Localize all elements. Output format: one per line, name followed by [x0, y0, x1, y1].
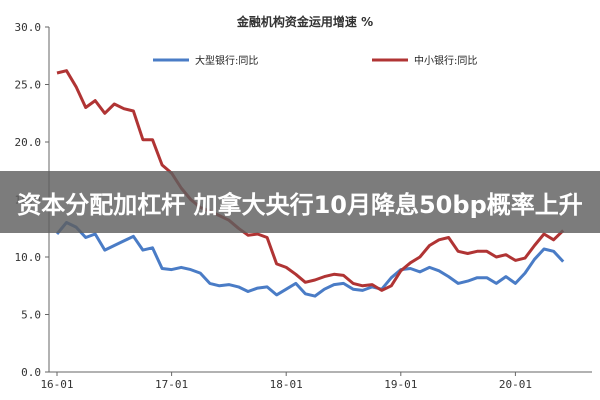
series-line-2 — [56, 69, 565, 292]
y-tick-label: 5.0 — [21, 309, 41, 322]
x-tick-label: 17-01 — [155, 378, 188, 391]
chart-title: 金融机构资金运用增速 % — [236, 14, 373, 29]
x-tick-label: 18-01 — [270, 378, 303, 391]
headline-text: 资本分配加杠杆 加拿大央行10月降息50bp概率上升 — [17, 190, 583, 219]
y-tick-label: 10.0 — [15, 251, 42, 264]
series-layer — [55, 69, 565, 298]
legend-label-1: 大型银行:同比 — [195, 54, 258, 67]
y-tick-label: 20.0 — [15, 136, 42, 149]
x-tick-label: 16-01 — [40, 378, 73, 391]
y-tick-label: 30.0 — [15, 21, 42, 34]
y-tick-label: 0.0 — [21, 366, 41, 379]
y-tick-label: 25.0 — [15, 79, 42, 92]
legend-label-2: 中小银行:同比 — [414, 54, 477, 67]
series-line-1 — [55, 221, 565, 298]
axes: 0.05.010.015.020.025.030.016-0117-0118-0… — [15, 21, 592, 391]
legend: 大型银行:同比 中小银行:同比 — [153, 54, 477, 67]
x-tick-label: 20-01 — [499, 378, 532, 391]
headline-banner: 资本分配加杠杆 加拿大央行10月降息50bp概率上升 — [0, 171, 600, 233]
x-tick-label: 19-01 — [384, 378, 417, 391]
